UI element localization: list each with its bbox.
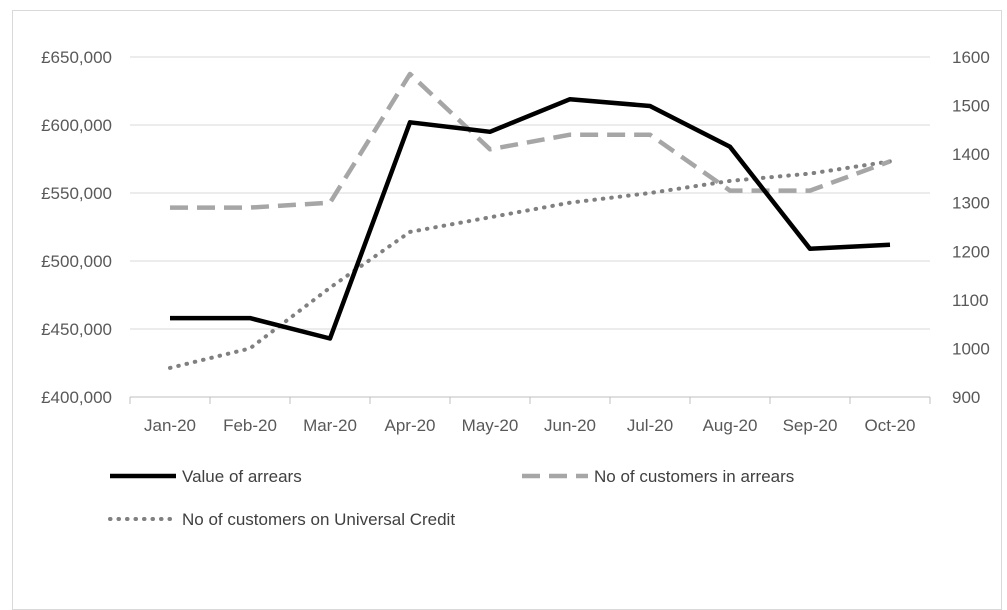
x-tick-label: Jul-20 <box>627 416 673 435</box>
x-tick-label: Aug-20 <box>703 416 758 435</box>
left-tick-label: £550,000 <box>41 184 112 203</box>
right-tick-label: 900 <box>952 388 980 407</box>
right-axis-ticks: 900 1000 1100 1200 1300 1400 1500 1600 <box>952 48 990 407</box>
x-tick-label: Apr-20 <box>384 416 435 435</box>
right-tick-label: 1100 <box>952 291 989 310</box>
legend-label-no-of-customers-in-arrears: No of customers in arrears <box>594 467 794 486</box>
chart-frame <box>12 10 1002 610</box>
right-tick-label: 1000 <box>952 339 990 358</box>
x-tick-label: Jun-20 <box>544 416 596 435</box>
right-tick-label: 1300 <box>952 194 990 213</box>
line-chart: £400,000 £450,000 £500,000 £550,000 £600,000… <box>41 48 990 529</box>
right-tick-label: 1400 <box>952 145 990 164</box>
right-tick-label: 1200 <box>952 242 990 261</box>
x-tick-label: Sep-20 <box>783 416 838 435</box>
left-axis-ticks: £400,000 £450,000 £500,000 £550,000 £600,000… <box>41 48 112 407</box>
x-axis: Jan-20 Feb-20 Mar-20 Apr-20 May-20 Jun-20 Jul-… <box>129 397 931 435</box>
legend-label-no-of-customers-on-universal-credit: No of customers on Universal Credit <box>182 510 455 529</box>
left-tick-label: £400,000 <box>41 388 112 407</box>
legend-label-value-of-arrears: Value of arrears <box>182 467 302 486</box>
left-tick-label: £650,000 <box>41 48 112 67</box>
x-tick-label: May-20 <box>462 416 519 435</box>
grid-lines <box>130 56 930 398</box>
left-tick-label: £500,000 <box>41 252 112 271</box>
series-line-no-of-customers-in-arrears <box>170 71 891 210</box>
left-tick-label: £450,000 <box>41 320 112 339</box>
x-tick-label: Jan-20 <box>144 416 196 435</box>
left-tick-label: £600,000 <box>41 116 112 135</box>
series-line-no-of-customers-on-universal-credit <box>168 159 892 370</box>
x-tick-label: Feb-20 <box>223 416 277 435</box>
x-tick-label: Oct-20 <box>864 416 915 435</box>
right-tick-label: 1600 <box>952 48 990 67</box>
x-tick-label: Mar-20 <box>303 416 357 435</box>
series-lines <box>168 71 892 370</box>
right-tick-label: 1500 <box>952 97 990 116</box>
series-line-value-of-arrears <box>170 96 891 341</box>
legend: Value of arrears No of customers in arrea… <box>108 467 794 529</box>
